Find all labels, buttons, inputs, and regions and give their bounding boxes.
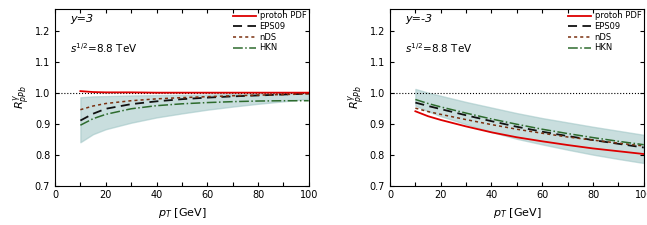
Y-axis label: $R^{\gamma}_{pPb}$: $R^{\gamma}_{pPb}$	[346, 85, 367, 109]
Text: $s^{1/2}$=8.8 TeV: $s^{1/2}$=8.8 TeV	[71, 41, 138, 55]
Text: y=-3: y=-3	[405, 14, 432, 24]
Y-axis label: $R^{\gamma}_{pPb}$: $R^{\gamma}_{pPb}$	[11, 85, 32, 109]
X-axis label: $p_T$ [GeV]: $p_T$ [GeV]	[158, 206, 206, 220]
Legend: proton PDF, EPS09, nDS, HKN: proton PDF, EPS09, nDS, HKN	[568, 11, 641, 52]
X-axis label: $p_T$ [GeV]: $p_T$ [GeV]	[492, 206, 541, 220]
Text: $s^{1/2}$=8.8 TeV: $s^{1/2}$=8.8 TeV	[405, 41, 473, 55]
Legend: proton PDF, EPS09, nDS, HKN: proton PDF, EPS09, nDS, HKN	[233, 11, 306, 52]
Text: y=3: y=3	[71, 14, 93, 24]
